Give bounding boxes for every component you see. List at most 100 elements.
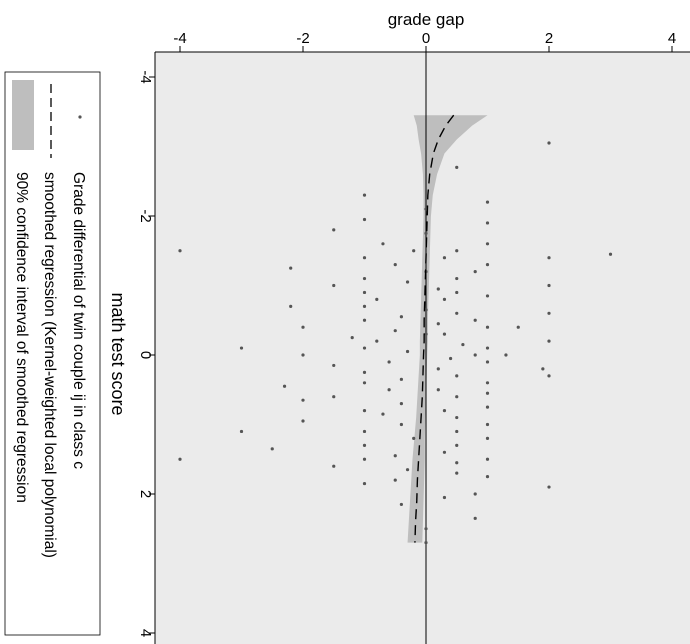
data-point	[442, 409, 447, 413]
data-point	[442, 256, 447, 260]
data-point	[424, 541, 428, 545]
data-point	[442, 450, 447, 454]
data-point	[399, 377, 403, 381]
data-point	[485, 457, 490, 461]
y-axis-label: grade gap	[388, 10, 465, 29]
data-point	[455, 395, 459, 399]
grade-gap-tick-label: -4	[173, 30, 186, 47]
data-point	[362, 318, 367, 322]
data-point	[399, 422, 403, 427]
data-point	[362, 256, 367, 260]
math-score-tick-label: 2	[137, 490, 154, 498]
data-point	[455, 415, 459, 420]
grade-gap-tick-label: 0	[422, 30, 430, 47]
data-point	[178, 457, 182, 461]
data-point	[270, 447, 274, 451]
data-point	[362, 217, 367, 222]
data-point	[455, 165, 459, 169]
smoothed-line-layer	[414, 114, 455, 543]
data-point	[387, 388, 391, 392]
data-point	[461, 342, 465, 347]
data-point	[362, 443, 367, 447]
data-point	[412, 436, 416, 440]
data-point	[399, 315, 403, 319]
grade-gap-axis: -4 -2 0 2 4	[173, 30, 676, 52]
data-point	[375, 297, 379, 301]
data-point	[362, 409, 367, 413]
data-point	[436, 367, 440, 371]
math-score-tick-label: 0	[137, 351, 154, 359]
data-point	[547, 256, 551, 260]
data-point	[393, 263, 397, 267]
data-point	[442, 332, 447, 336]
data-point	[332, 363, 336, 368]
data-point	[485, 263, 490, 267]
data-point	[473, 270, 477, 274]
data-point	[301, 398, 305, 402]
legend-box	[4, 71, 101, 636]
data-point	[362, 457, 367, 461]
data-point	[485, 475, 490, 479]
data-point	[362, 304, 367, 308]
data-point	[455, 249, 459, 253]
data-point	[436, 287, 440, 291]
plot-frame-layer	[154, 51, 690, 644]
math-score-tick-label: -2	[137, 209, 154, 222]
data-point	[547, 311, 551, 315]
data-point	[436, 322, 440, 326]
grade-gap-tick-label: -2	[296, 30, 309, 47]
data-point	[473, 516, 477, 520]
data-point	[393, 478, 397, 482]
data-point	[547, 339, 551, 343]
data-point	[455, 311, 459, 315]
data-point	[442, 297, 447, 301]
data-point	[362, 370, 367, 374]
data-point	[424, 308, 428, 312]
data-point	[405, 468, 410, 472]
math-score-axis: -4 -2 0 2 4	[137, 70, 155, 637]
data-point	[473, 318, 477, 322]
grade-gap-tick-label: 2	[545, 30, 553, 47]
data-point	[485, 405, 490, 409]
data-point	[362, 346, 367, 350]
data-point	[485, 422, 490, 427]
data-point	[362, 481, 367, 486]
data-point	[455, 461, 459, 465]
data-point	[455, 290, 459, 295]
data-point	[362, 429, 367, 434]
data-point	[547, 485, 551, 489]
data-point	[547, 283, 551, 288]
data-point	[289, 266, 293, 270]
data-point	[455, 374, 459, 378]
data-point	[332, 283, 336, 288]
data-point	[424, 527, 428, 531]
data-point	[178, 249, 182, 253]
data-point	[362, 193, 367, 197]
data-point	[239, 346, 244, 350]
legend: Grade differential of twin couple ij in …	[4, 71, 101, 636]
data-point	[485, 221, 490, 225]
data-point	[362, 276, 367, 281]
data-point	[393, 454, 397, 458]
data-point	[381, 412, 385, 416]
data-point	[399, 502, 403, 507]
data-point	[473, 492, 477, 496]
data-point	[455, 443, 459, 447]
data-point	[393, 329, 397, 333]
data-point	[399, 402, 403, 406]
data-point	[547, 374, 551, 378]
data-point	[239, 429, 244, 434]
data-point	[387, 360, 391, 364]
data-point	[424, 231, 428, 235]
data-point	[485, 200, 490, 204]
legend-label-band: 90% confidence interval of smoothed regr…	[13, 172, 30, 503]
data-point	[547, 141, 551, 145]
data-point	[485, 381, 490, 385]
data-point	[332, 464, 336, 468]
grade-gap-tick-label: 4	[668, 30, 676, 47]
data-point	[301, 325, 305, 329]
math-score-tick-label: 4	[137, 629, 154, 637]
data-point	[485, 242, 490, 246]
data-point	[485, 325, 490, 329]
